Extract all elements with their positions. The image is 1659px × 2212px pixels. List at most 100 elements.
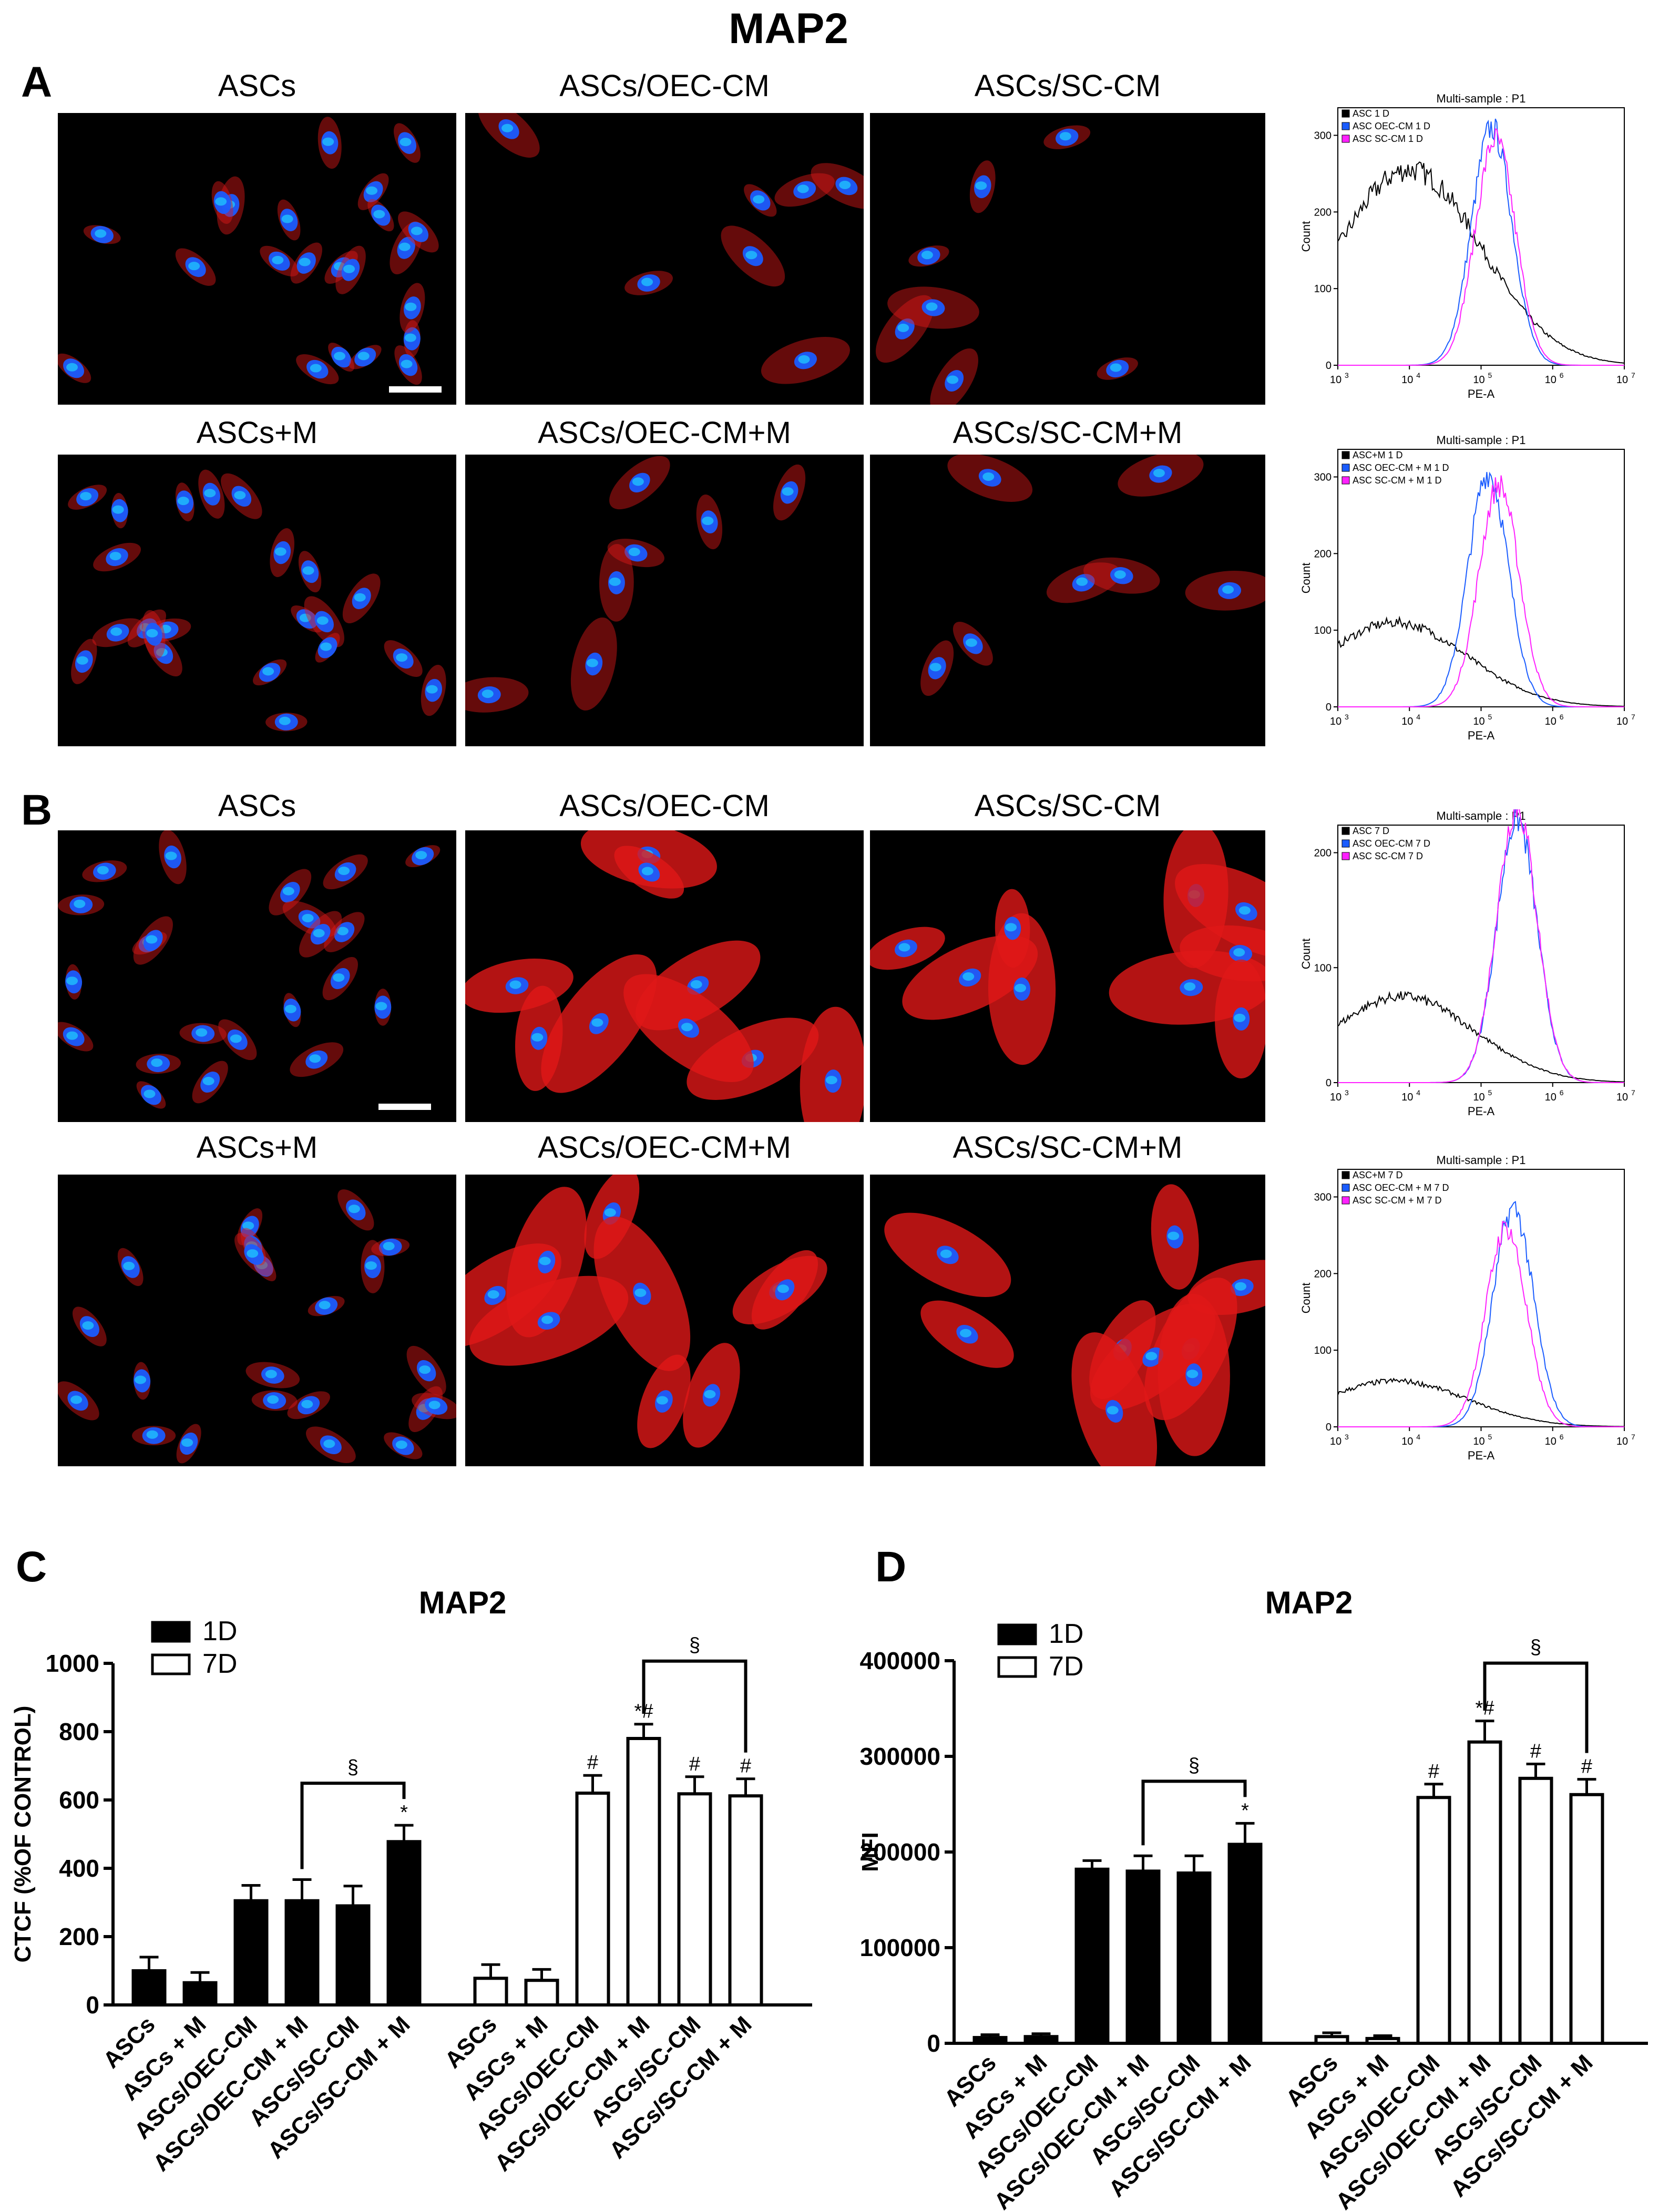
image-label: ASCs+M bbox=[196, 1130, 318, 1165]
flow-curve bbox=[1338, 809, 1624, 1083]
flow-x-tick-exponent: 4 bbox=[1416, 1088, 1420, 1097]
bar bbox=[1176, 1871, 1212, 2045]
flow-x-label: PE-A bbox=[1468, 387, 1495, 400]
flow-x-label: PE-A bbox=[1468, 729, 1495, 742]
flow-x-tick-label: 10 bbox=[1616, 374, 1628, 386]
bar bbox=[575, 1792, 610, 2007]
bar bbox=[1023, 2035, 1059, 2045]
significance-mark: # bbox=[1530, 1741, 1541, 1763]
flow-histogram: Multi-sample : P1 0 100 200 300 Count 10 3 10 4 10… bbox=[1298, 434, 1635, 749]
legend-label: 1D bbox=[1049, 1619, 1083, 1649]
chart-title: MAP2 bbox=[1265, 1585, 1353, 1620]
flow-plot-frame bbox=[1337, 1169, 1625, 1427]
chart-title: MAP2 bbox=[419, 1585, 507, 1620]
y-tick-label: 400 bbox=[59, 1855, 99, 1882]
flow-y-tick-label: 300 bbox=[1314, 130, 1332, 142]
flow-legend-label: ASC OEC-CM 1 D bbox=[1353, 121, 1430, 131]
flow-x-tick-label: 10 bbox=[1545, 1092, 1556, 1103]
flow-x-tick-label: 10 bbox=[1616, 1092, 1628, 1103]
fluorescence-image bbox=[870, 830, 1265, 1122]
bracket-label: § bbox=[1530, 1637, 1541, 1659]
legend-swatch bbox=[997, 1623, 1037, 1645]
y-tick-label: 300000 bbox=[860, 1743, 941, 1770]
flow-x-tick-label: 10 bbox=[1473, 716, 1484, 727]
flow-y-tick-label: 100 bbox=[1314, 283, 1332, 295]
flow-x-tick-exponent: 7 bbox=[1631, 1433, 1635, 1441]
flow-curve bbox=[1338, 1220, 1624, 1427]
flow-legend-label: ASC OEC-CM 7 D bbox=[1353, 838, 1430, 849]
flow-legend-swatch bbox=[1341, 852, 1350, 860]
flow-title: Multi-sample : P1 bbox=[1437, 809, 1526, 822]
flow-x-tick-exponent: 7 bbox=[1631, 713, 1635, 721]
bar bbox=[1518, 1776, 1553, 2045]
flow-x-tick-label: 10 bbox=[1401, 1092, 1413, 1103]
flow-x-tick-label: 10 bbox=[1473, 1092, 1484, 1103]
flow-curve bbox=[1338, 128, 1624, 366]
flow-histogram: Multi-sample : P1 0 100 200 300 Count 10 3 10 4 10… bbox=[1298, 92, 1635, 407]
bar bbox=[1467, 1740, 1502, 2045]
flow-y-tick-label: 200 bbox=[1314, 848, 1332, 859]
bar bbox=[1074, 1867, 1110, 2045]
y-tick-label: 0 bbox=[86, 1991, 99, 2019]
figure-title: MAP2 bbox=[729, 5, 848, 53]
flow-x-tick-label: 10 bbox=[1330, 716, 1341, 727]
image-label: ASCs/OEC-CM+M bbox=[538, 1130, 791, 1165]
y-tick-label: 400000 bbox=[860, 1647, 941, 1674]
flow-y-tick-label: 100 bbox=[1314, 962, 1332, 974]
flow-x-label: PE-A bbox=[1468, 1449, 1495, 1462]
flow-legend-swatch bbox=[1341, 464, 1350, 472]
flow-legend-label: ASC SC-CM 1 D bbox=[1353, 133, 1423, 144]
flow-y-label: Count bbox=[1299, 563, 1313, 594]
flow-title: Multi-sample : P1 bbox=[1437, 92, 1526, 105]
y-tick-label: 200000 bbox=[860, 1838, 941, 1866]
flow-histogram: Multi-sample : P1 0 100 200 Count 10 3 10 4 10 5 10… bbox=[1298, 809, 1635, 1125]
flow-legend-swatch bbox=[1341, 451, 1350, 459]
flow-curve bbox=[1338, 1201, 1624, 1427]
flow-x-tick-exponent: 3 bbox=[1345, 1088, 1349, 1097]
bar bbox=[1227, 1843, 1263, 2045]
image-label: ASCs/OEC-CM bbox=[559, 789, 770, 823]
flow-x-tick-exponent: 3 bbox=[1345, 1433, 1349, 1441]
significance-mark: # bbox=[587, 1752, 598, 1774]
flow-x-tick-exponent: 6 bbox=[1560, 1088, 1564, 1097]
flow-x-tick-exponent: 7 bbox=[1631, 371, 1635, 379]
bar bbox=[1314, 2035, 1349, 2045]
flow-legend-label: ASC OEC-CM + M 1 D bbox=[1353, 462, 1449, 473]
bar bbox=[1416, 1796, 1451, 2045]
bar bbox=[626, 1737, 661, 2007]
flow-x-tick-exponent: 7 bbox=[1631, 1088, 1635, 1097]
flow-x-label: PE-A bbox=[1468, 1105, 1495, 1118]
flow-legend-swatch bbox=[1341, 827, 1350, 835]
flow-curve bbox=[1338, 475, 1624, 707]
flow-x-tick-label: 10 bbox=[1401, 374, 1413, 386]
flow-x-tick-exponent: 5 bbox=[1488, 371, 1492, 379]
legend-label: 7D bbox=[1049, 1651, 1083, 1682]
flow-x-tick-exponent: 4 bbox=[1416, 371, 1420, 379]
fluorescence-image bbox=[58, 830, 456, 1122]
fluorescence-image bbox=[870, 113, 1265, 405]
flow-x-tick-label: 10 bbox=[1330, 374, 1341, 386]
flow-legend-swatch bbox=[1341, 1171, 1350, 1179]
significance-bracket bbox=[300, 1782, 406, 1869]
fluorescence-image bbox=[465, 113, 864, 405]
fluorescence-image bbox=[58, 113, 456, 405]
flow-y-tick-label: 100 bbox=[1314, 625, 1332, 636]
y-tick-label: 1000 bbox=[46, 1650, 99, 1677]
flow-curve bbox=[1337, 615, 1624, 707]
flow-curve bbox=[1338, 809, 1624, 1083]
panel-letter-c: C bbox=[16, 1543, 47, 1591]
flow-plot-frame bbox=[1337, 825, 1625, 1083]
flow-legend-swatch bbox=[1341, 1184, 1350, 1192]
bar bbox=[386, 1840, 422, 2007]
flow-legend-swatch bbox=[1341, 109, 1350, 118]
flow-x-tick-label: 10 bbox=[1616, 716, 1628, 727]
bar bbox=[284, 1899, 320, 2007]
flow-title: Multi-sample : P1 bbox=[1437, 434, 1526, 447]
flow-x-tick-label: 10 bbox=[1401, 716, 1413, 727]
fluorescence-image bbox=[465, 830, 864, 1122]
bar bbox=[233, 1899, 269, 2007]
y-axis-label: CTCF (%OF CONTROL) bbox=[10, 1706, 36, 1963]
flow-curve bbox=[1337, 991, 1625, 1083]
flow-y-tick-label: 200 bbox=[1314, 207, 1332, 218]
bar bbox=[335, 1904, 371, 2007]
